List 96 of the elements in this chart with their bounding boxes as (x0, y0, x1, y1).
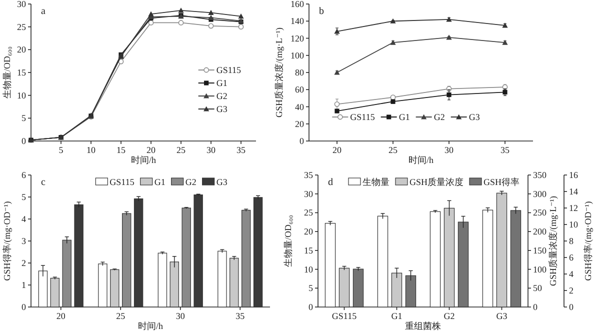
x-tick-label: 25 (116, 311, 126, 321)
y-tick-label: 40 (295, 102, 304, 112)
y3-tick-label: 6 (569, 252, 574, 262)
y-tick-label: 0 (300, 136, 304, 146)
legend-label: G3 (216, 104, 228, 114)
chart-title: c (41, 177, 46, 188)
y3-tick-label: 0 (569, 302, 574, 312)
y-tick-label: 30 (304, 188, 314, 199)
legend-label: G1 (216, 78, 228, 88)
x-tick-label: 20 (332, 145, 342, 155)
y-tick-label: 10 (304, 264, 314, 274)
y3-tick-label: 4 (569, 269, 574, 279)
y-tick-label: 20 (295, 118, 304, 129)
y-axis-title: 生物量/OD₆₀₀ (2, 46, 12, 98)
y2-tick-label: 50 (533, 283, 542, 294)
legend-label: GS115 (110, 177, 135, 187)
y-tick-label: 100 (290, 50, 304, 60)
chart-title: d (328, 177, 333, 188)
x-tick-label: 20 (56, 311, 66, 321)
x-tick-label: 15 (116, 145, 126, 155)
y-tick-label: 5 (22, 113, 26, 124)
legend-label: G1 (154, 177, 166, 187)
y2-tick-label: 250 (533, 208, 547, 218)
y-tick-label: 80 (295, 68, 304, 78)
y-tick-label: 0 (308, 302, 314, 312)
y-tick-label: 20 (304, 226, 314, 237)
x-axis-title: 时间/h (130, 155, 156, 165)
y-tick-label: 5 (22, 192, 26, 202)
legend-label: G3 (216, 177, 228, 187)
legend-label: G2 (434, 112, 445, 122)
x-tick-label: 35 (236, 311, 246, 321)
y-axis-title: 生物量/OD₆₀₀ (283, 215, 293, 267)
y-axis-title: GSH质量浓度/(mg·L⁻¹) (274, 28, 284, 118)
y3-tick-label: 14 (569, 186, 578, 196)
y3-axis-title: GSH得率/(mg·OD⁻¹) (583, 201, 593, 281)
y3-tick-label: 10 (569, 220, 578, 230)
x-tick-label: 30 (206, 145, 216, 155)
y-tick-label: 4 (22, 214, 26, 224)
y2-tick-label: 150 (533, 245, 547, 256)
y-tick-label: 60 (295, 84, 304, 95)
y-tick-label: 140 (290, 16, 304, 26)
y2-tick-label: 100 (533, 264, 547, 274)
y2-tick-label: 200 (533, 226, 547, 237)
y3-tick-label: 8 (569, 236, 574, 246)
x-tick-label: 30 (444, 145, 454, 155)
y-tick-label: 1 (22, 280, 26, 290)
y3-tick-label: 2 (569, 286, 574, 296)
y-tick-label: 0 (22, 136, 26, 146)
x-tick-label: 10 (86, 145, 96, 155)
x-tick-label: 30 (176, 311, 186, 321)
y3-tick-label: 16 (569, 170, 578, 180)
y-tick-label: 6 (22, 170, 26, 180)
legend-label: G3 (468, 112, 480, 122)
x-tick-label: 25 (388, 145, 398, 155)
x-tick-label: 25 (176, 145, 186, 155)
x-tick-label: G1 (391, 311, 402, 321)
x-tick-label: 5 (58, 145, 64, 155)
y-tick-label: 160 (290, 0, 304, 9)
y2-tick-label: 350 (533, 170, 547, 180)
y2-tick-label: 300 (533, 188, 547, 199)
legend-label: G2 (185, 177, 196, 187)
y-tick-label: 30 (17, 0, 26, 9)
y-tick-label: 3 (22, 236, 26, 246)
x-tick-label: GS115 (332, 311, 358, 321)
y-tick-label: 15 (17, 68, 26, 78)
chart-title: b (319, 6, 324, 17)
x-tick-label: 35 (236, 145, 246, 155)
x-tick-label: G2 (444, 311, 455, 321)
legend-label: GSH得率 (484, 177, 520, 187)
x-axis-title: 重组菌株 (405, 321, 441, 331)
x-axis-title: 时间/h (408, 155, 434, 165)
y-tick-label: 0 (22, 302, 26, 312)
y-tick-label: 25 (304, 208, 314, 218)
chart-title: a (41, 6, 46, 17)
y-tick-label: 20 (17, 44, 26, 55)
y-tick-label: 25 (17, 22, 26, 32)
y-tick-label: 35 (304, 170, 314, 180)
y-tick-label: 120 (290, 33, 304, 44)
x-axis-title: 时间/h (138, 321, 164, 331)
legend-label: GS115 (350, 112, 376, 122)
legend-label: 生物量 (362, 177, 390, 187)
y2-axis-title: GSH质量浓度/(mg·L⁻¹) (548, 196, 558, 286)
y-axis-title: GSH得率/(mg·OD⁻¹) (2, 201, 12, 281)
legend-label: G1 (398, 112, 410, 122)
y-tick-label: 15 (304, 245, 314, 256)
y2-tick-label: 0 (533, 302, 538, 312)
y3-tick-label: 12 (569, 203, 578, 213)
legend-label: G2 (216, 91, 228, 101)
x-tick-label: G3 (496, 311, 508, 321)
legend-label: GSH质量浓度 (409, 177, 464, 187)
x-tick-label: 35 (500, 145, 510, 155)
legend-label: GS115 (216, 65, 242, 75)
y-tick-label: 5 (308, 283, 314, 294)
y-tick-label: 2 (22, 258, 26, 268)
y-tick-label: 10 (17, 90, 26, 100)
x-tick-label: 20 (146, 145, 156, 155)
